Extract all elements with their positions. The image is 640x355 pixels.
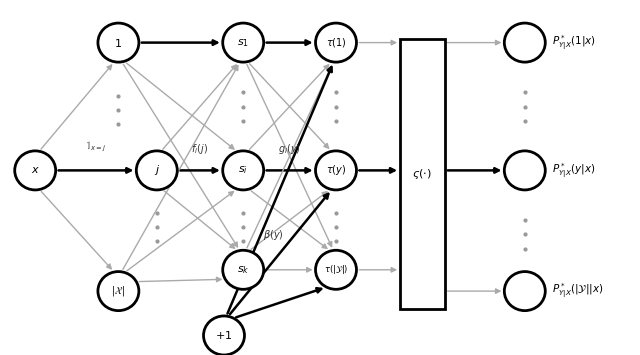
Ellipse shape (15, 151, 56, 190)
Ellipse shape (316, 151, 356, 190)
Ellipse shape (223, 250, 264, 289)
Ellipse shape (316, 23, 356, 62)
Text: $\tau(|\mathcal{Y}|)$: $\tau(|\mathcal{Y}|)$ (324, 263, 348, 276)
Ellipse shape (223, 151, 264, 190)
Text: $P^*_{Y|X}(|\mathcal{Y}||x)$: $P^*_{Y|X}(|\mathcal{Y}||x)$ (552, 282, 604, 300)
Ellipse shape (504, 23, 545, 62)
Text: $+1$: $+1$ (215, 329, 233, 342)
Ellipse shape (504, 272, 545, 311)
Ellipse shape (316, 250, 356, 289)
Text: $\mathbb{1}_{x=j}$: $\mathbb{1}_{x=j}$ (85, 140, 107, 154)
FancyBboxPatch shape (400, 39, 445, 309)
Text: $\beta(y)$: $\beta(y)$ (263, 228, 284, 242)
Text: $|\mathcal{X}|$: $|\mathcal{X}|$ (111, 284, 125, 298)
Ellipse shape (204, 316, 244, 355)
Text: $P^*_{Y|X}(y|x)$: $P^*_{Y|X}(y|x)$ (552, 161, 595, 180)
Text: $x$: $x$ (31, 165, 40, 175)
Text: $f_i(j)$: $f_i(j)$ (191, 142, 209, 156)
Text: $\varsigma(\cdot)$: $\varsigma(\cdot)$ (412, 167, 433, 181)
Ellipse shape (98, 272, 139, 311)
Text: $j$: $j$ (154, 163, 160, 178)
Text: $s_1$: $s_1$ (237, 37, 249, 49)
Text: $P^*_{Y|X}(1|x)$: $P^*_{Y|X}(1|x)$ (552, 33, 595, 52)
Text: $\tau(y)$: $\tau(y)$ (326, 163, 346, 178)
Ellipse shape (136, 151, 177, 190)
Ellipse shape (98, 23, 139, 62)
Text: $g_i(y)$: $g_i(y)$ (278, 142, 301, 156)
Ellipse shape (504, 151, 545, 190)
Text: $\tau(1)$: $\tau(1)$ (326, 36, 346, 49)
Text: $s_i$: $s_i$ (238, 164, 248, 176)
Text: $s_k$: $s_k$ (237, 264, 250, 276)
Text: $1$: $1$ (115, 37, 122, 49)
Ellipse shape (223, 23, 264, 62)
